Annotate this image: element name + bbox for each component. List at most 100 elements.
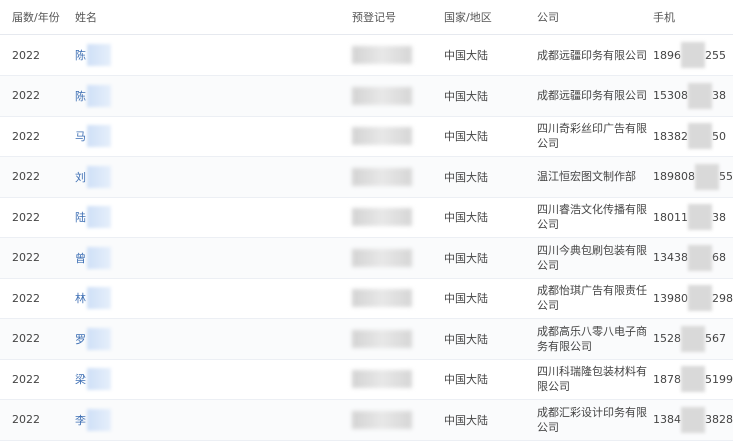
phone-end: 567 xyxy=(705,332,726,345)
company-cell: 四川奇彩丝印广告有限公司 xyxy=(537,122,647,150)
name-cell: 刘 xyxy=(75,157,111,197)
blurred-name xyxy=(87,246,111,269)
table-row: 2022 梁 中国大陆 四川科瑞隆包装材料有限公司 1878 5199 xyxy=(0,359,733,400)
blurred-name xyxy=(87,327,111,350)
table-row: 2022 刘 中国大陆 温江恒宏图文制作部 189808 55 xyxy=(0,156,733,198)
header-cell: 国家/地区 xyxy=(444,11,492,24)
country-cell: 中国大陆 xyxy=(444,332,488,346)
country-cell: 中国大陆 xyxy=(444,89,488,103)
blurred-name xyxy=(87,408,111,431)
name-cell: 马 xyxy=(75,116,111,156)
blurred-reg xyxy=(352,167,412,186)
phone-end: 50 xyxy=(712,129,726,143)
blurred-reg xyxy=(352,370,412,388)
table-row: 2022 林 中国大陆 成都怡琪广告有限责任公司 13980 298 xyxy=(0,278,733,319)
reg-cell xyxy=(352,157,412,197)
name-cell: 陈 xyxy=(75,76,111,116)
name-link[interactable]: 林 xyxy=(75,292,86,305)
blurred-phone xyxy=(695,163,719,190)
phone-end: 3828 xyxy=(705,413,733,426)
phone-start: 13980 xyxy=(653,291,688,305)
reg-cell xyxy=(352,359,412,399)
blurred-name xyxy=(87,206,111,228)
phone-cell: 13438 68 xyxy=(653,238,733,278)
company-cell: 四川今典包刷包装有限公司 xyxy=(537,243,647,272)
reg-cell xyxy=(352,278,412,318)
year-cell: 2022 xyxy=(12,129,40,143)
name-link[interactable]: 罗 xyxy=(75,332,86,346)
blurred-phone xyxy=(688,285,712,311)
name-cell: 林 xyxy=(75,278,111,318)
blurred-name xyxy=(87,125,111,147)
phone-cell: 189808 55 xyxy=(653,157,733,197)
company-cell: 四川睿浩文化传播有限公司 xyxy=(537,203,647,231)
name-cell: 陆 xyxy=(75,197,111,237)
blurred-phone xyxy=(688,82,712,109)
company-cell: 成都高乐八零八电子商务有限公司 xyxy=(537,324,647,353)
blurred-reg xyxy=(352,86,412,105)
name-link[interactable]: 陆 xyxy=(75,211,86,224)
name-link[interactable]: 陈 xyxy=(75,89,86,103)
year-cell: 2022 xyxy=(12,291,40,305)
name-link[interactable]: 曾 xyxy=(75,251,86,265)
header-cell: 届数/年份 xyxy=(12,11,60,24)
phone-end: 68 xyxy=(712,251,726,264)
country-cell: 中国大陆 xyxy=(444,292,488,305)
name-cell: 陈 xyxy=(75,35,111,75)
country-cell: 中国大陆 xyxy=(444,251,488,265)
name-cell: 曾 xyxy=(75,238,111,278)
reg-cell xyxy=(352,238,412,278)
country-cell: 中国大陆 xyxy=(444,130,488,143)
phone-start: 1896 xyxy=(653,48,681,62)
phone-end: 55 xyxy=(719,170,733,183)
table-row: 2022 陈 中国大陆 成都远疆印务有限公司 1896 255 xyxy=(0,35,733,76)
blurred-reg xyxy=(352,208,412,226)
phone-end: 298 xyxy=(712,291,733,305)
name-link[interactable]: 李 xyxy=(75,413,86,427)
phone-start: 1384 xyxy=(653,413,681,426)
phone-start: 18382 xyxy=(653,129,688,143)
blurred-phone xyxy=(688,123,712,149)
country-cell: 中国大陆 xyxy=(444,49,488,62)
header-cell: 公司 xyxy=(537,10,559,24)
name-link[interactable]: 梁 xyxy=(75,373,86,386)
phone-start: 13438 xyxy=(653,251,688,264)
name-cell: 李 xyxy=(75,400,111,440)
company-cell: 成都怡琪广告有限责任公司 xyxy=(537,284,647,312)
blurred-phone xyxy=(681,366,705,392)
reg-cell xyxy=(352,76,412,116)
table-row: 2022 陈 中国大陆 成都远疆印务有限公司 15308 38 xyxy=(0,75,733,117)
reg-cell xyxy=(352,116,412,156)
year-cell: 2022 xyxy=(12,170,40,183)
year-cell: 2022 xyxy=(12,372,40,386)
blurred-reg xyxy=(352,248,412,267)
name-link[interactable]: 马 xyxy=(75,130,86,143)
phone-cell: 1528 567 xyxy=(653,319,733,359)
phone-cell: 1384 3828 xyxy=(653,400,733,440)
blurred-name xyxy=(87,44,111,66)
country-cell: 中国大陆 xyxy=(444,170,488,184)
company-cell: 成都远疆印务有限公司 xyxy=(537,89,647,102)
reg-cell xyxy=(352,319,412,359)
header-cell: 姓名 xyxy=(75,11,97,24)
reg-cell xyxy=(352,35,412,75)
table-row: 2022 马 中国大陆 四川奇彩丝印广告有限公司 18382 50 xyxy=(0,116,733,157)
phone-end: 5199 xyxy=(705,372,733,386)
blurred-reg xyxy=(352,410,412,429)
country-cell: 中国大陆 xyxy=(444,413,488,427)
table-row: 2022 陆 中国大陆 四川睿浩文化传播有限公司 18011 38 xyxy=(0,197,733,238)
phone-cell: 18011 38 xyxy=(653,197,733,237)
blurred-reg xyxy=(352,46,412,64)
blurred-phone xyxy=(681,406,705,433)
blurred-phone xyxy=(688,204,712,230)
header-cell: 预登记号 xyxy=(352,11,396,24)
name-link[interactable]: 刘 xyxy=(75,170,86,184)
name-link[interactable]: 陈 xyxy=(75,49,86,62)
company-cell: 温江恒宏图文制作部 xyxy=(537,170,636,183)
name-cell: 罗 xyxy=(75,319,111,359)
phone-cell: 1896 255 xyxy=(653,35,733,75)
phone-cell: 15308 38 xyxy=(653,76,733,116)
phone-end: 38 xyxy=(712,89,726,102)
blurred-name xyxy=(87,368,111,390)
